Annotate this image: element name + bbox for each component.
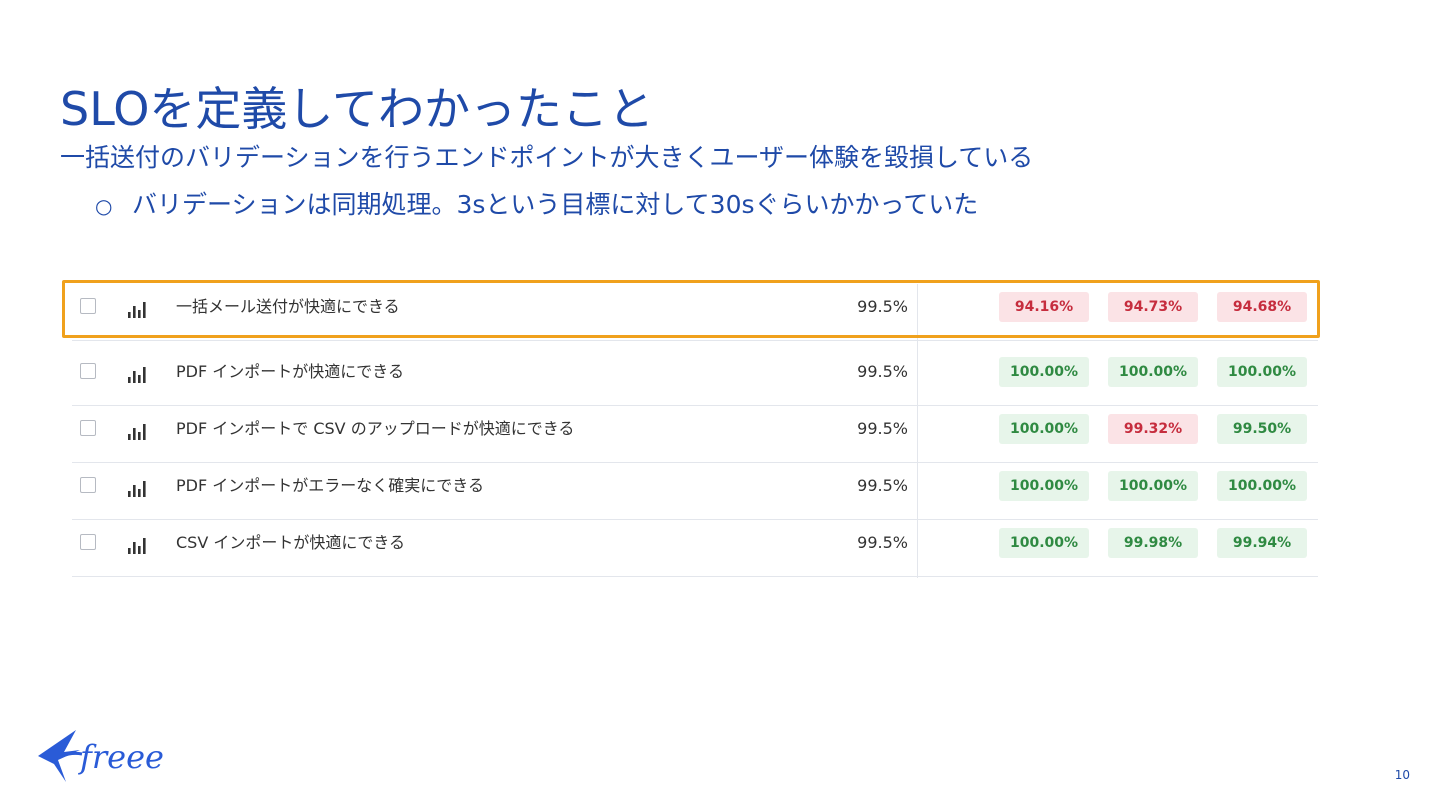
sli-badge: 100.00% [1108,471,1198,501]
sli-badge: 99.50% [1217,414,1307,444]
slo-target: 99.5% [857,476,908,495]
sli-badge: 99.32% [1108,414,1198,444]
row-checkbox[interactable] [80,298,96,314]
sli-badge: 100.00% [999,471,1089,501]
table-row: PDF インポートで CSV のアップロードが快適にできる 99.5% 100.… [72,406,1318,463]
bullet-sub: ○ バリデーションは同期処理。3sという目標に対して30sぐらいかかっていた [95,187,978,224]
row-checkbox[interactable] [80,534,96,550]
bar-chart-icon[interactable] [127,422,149,440]
bullet-sub-marker: ○ [95,194,113,218]
slo-target: 99.5% [857,533,908,552]
sli-badge: 100.00% [999,357,1089,387]
table-row: CSV インポートが快適にできる 99.5% 100.00% 99.98% 99… [72,520,1318,577]
page-number: 10 [1394,768,1410,782]
bar-chart-icon[interactable] [127,365,149,383]
freee-logo: freee [38,730,164,782]
slo-name[interactable]: PDF インポートで CSV のアップロードが快適にできる [176,419,575,438]
sli-badge: 100.00% [1217,357,1307,387]
svg-text:freee: freee [78,738,164,776]
table-row: PDF インポートがエラーなく確実にできる 99.5% 100.00% 100.… [72,463,1318,520]
sli-badge: 100.00% [999,528,1089,558]
slide-title: SLOを定義してわかったこと [60,81,655,136]
slo-name[interactable]: PDF インポートがエラーなく確実にできる [176,476,484,495]
sli-badge: 99.94% [1217,528,1307,558]
bullet-sub-text: バリデーションは同期処理。3sという目標に対して30sぐらいかかっていた [132,190,979,219]
column-divider [917,284,918,578]
bullet-main: 一括送付のバリデーションを行うエンドポイントが大きくユーザー体験を毀損している [60,143,1034,172]
slo-name[interactable]: 一括メール送付が快適にできる [176,297,400,316]
slo-target: 99.5% [857,297,908,316]
slo-target: 99.5% [857,419,908,438]
slo-target: 99.5% [857,362,908,381]
slo-name[interactable]: PDF インポートが快適にできる [176,362,404,381]
sli-badge: 94.68% [1217,292,1307,322]
slo-name[interactable]: CSV インポートが快適にできる [176,533,406,552]
bar-chart-icon[interactable] [127,536,149,554]
bar-chart-icon[interactable] [127,479,149,497]
table-row: 一括メール送付が快適にできる 99.5% 94.16% 94.73% 94.68… [72,284,1318,341]
row-checkbox[interactable] [80,477,96,493]
sli-badge: 100.00% [1217,471,1307,501]
bar-chart-icon[interactable] [127,300,149,318]
sli-badge: 94.16% [999,292,1089,322]
sli-badge: 100.00% [1108,357,1198,387]
slo-table: 一括メール送付が快適にできる 99.5% 94.16% 94.73% 94.68… [72,284,1318,577]
sli-badge: 94.73% [1108,292,1198,322]
sli-badge: 99.98% [1108,528,1198,558]
table-row: PDF インポートが快適にできる 99.5% 100.00% 100.00% 1… [72,349,1318,406]
sli-badge: 100.00% [999,414,1089,444]
row-checkbox[interactable] [80,363,96,379]
row-checkbox[interactable] [80,420,96,436]
